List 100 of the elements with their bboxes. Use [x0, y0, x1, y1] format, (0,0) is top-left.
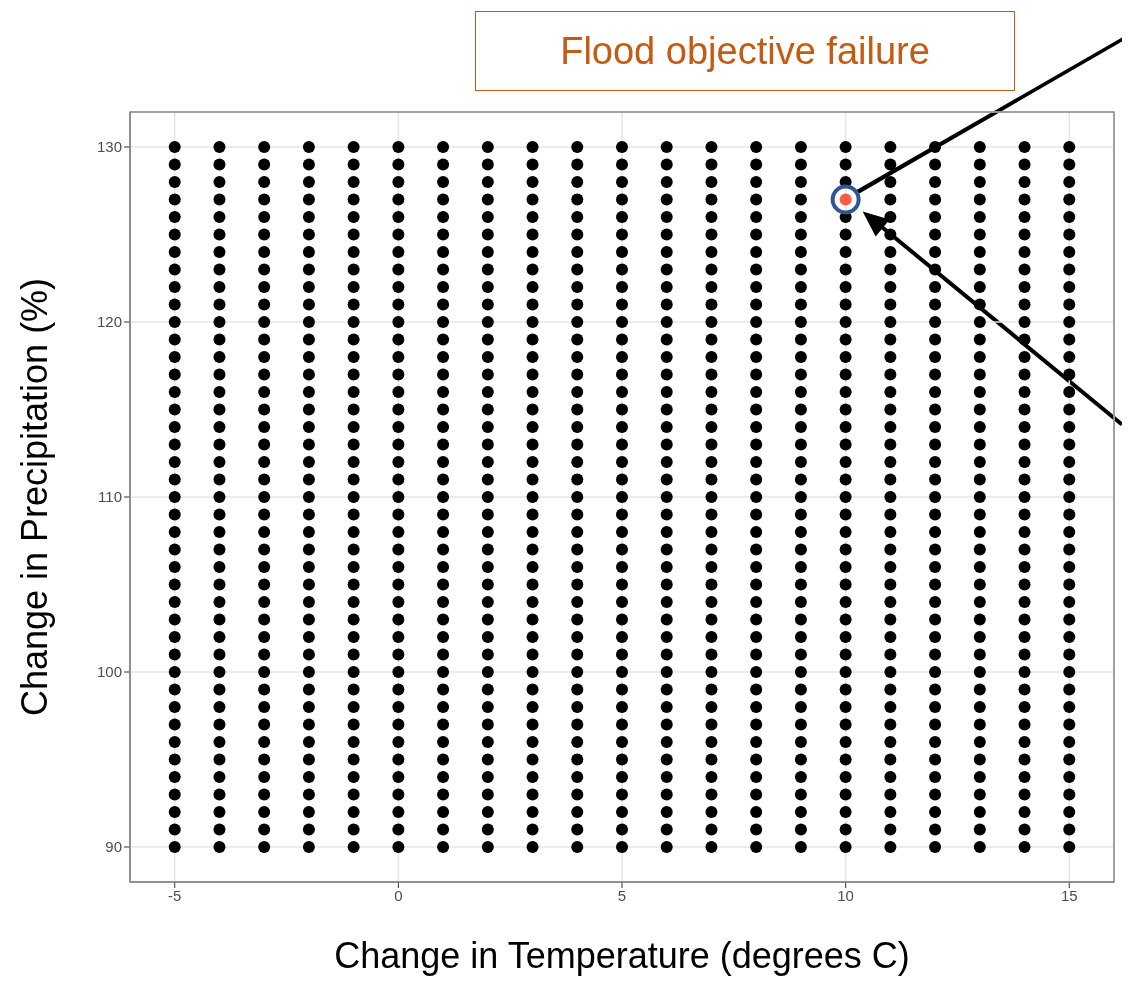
point: [347, 176, 360, 188]
point: [1063, 631, 1076, 643]
point: [526, 788, 539, 801]
point: [168, 561, 181, 573]
point: [660, 158, 673, 171]
point: [794, 246, 807, 258]
point: [168, 578, 181, 591]
point: [839, 806, 852, 818]
point: [571, 368, 584, 381]
point: [750, 701, 763, 713]
point: [347, 771, 360, 783]
point: [526, 333, 539, 346]
point: [481, 263, 494, 276]
point: [258, 193, 271, 206]
point: [884, 176, 897, 188]
point: [884, 683, 897, 696]
point: [437, 351, 450, 363]
point: [437, 526, 450, 538]
point: [750, 526, 763, 538]
point: [481, 683, 494, 696]
point: [1063, 666, 1076, 678]
point: [392, 543, 405, 556]
point: [571, 176, 584, 188]
point: [481, 421, 494, 433]
point: [168, 403, 181, 416]
point: [660, 753, 673, 766]
point: [392, 841, 405, 853]
point: [347, 228, 360, 241]
point: [347, 526, 360, 538]
point: [302, 666, 315, 678]
point: [794, 228, 807, 241]
point: [1063, 771, 1076, 783]
point: [213, 403, 226, 416]
point: [526, 666, 539, 678]
point: [213, 368, 226, 381]
point: [437, 701, 450, 713]
point: [213, 806, 226, 818]
point: [660, 823, 673, 836]
point: [794, 526, 807, 538]
point: [481, 386, 494, 398]
point: [705, 753, 718, 766]
point: [973, 631, 986, 643]
point: [213, 386, 226, 398]
point: [1063, 351, 1076, 363]
point: [481, 228, 494, 241]
point: [660, 613, 673, 626]
point: [973, 368, 986, 381]
point: [794, 211, 807, 223]
point: [258, 736, 271, 748]
point: [302, 351, 315, 363]
point: [258, 806, 271, 818]
point: [973, 771, 986, 783]
point: [213, 176, 226, 188]
point: [884, 788, 897, 801]
point: [168, 718, 181, 731]
point: [884, 263, 897, 276]
point: [973, 263, 986, 276]
point: [526, 613, 539, 626]
point: [929, 561, 942, 573]
point: [884, 228, 897, 241]
point: [526, 228, 539, 241]
point: [973, 386, 986, 398]
point: [258, 246, 271, 258]
point: [660, 438, 673, 451]
point: [794, 753, 807, 766]
point: [302, 211, 315, 223]
point: [1018, 701, 1031, 713]
point: [168, 491, 181, 503]
point: [258, 701, 271, 713]
point: [392, 823, 405, 836]
point: [1063, 683, 1076, 696]
point: [347, 403, 360, 416]
point: [213, 421, 226, 433]
point: [571, 386, 584, 398]
point: [973, 158, 986, 171]
point: [347, 683, 360, 696]
point: [929, 596, 942, 608]
point: [1063, 281, 1076, 293]
point: [213, 841, 226, 853]
point: [1018, 543, 1031, 556]
point: [437, 771, 450, 783]
point: [481, 211, 494, 223]
point: [660, 281, 673, 293]
point: [258, 281, 271, 293]
point: [750, 368, 763, 381]
point: [258, 158, 271, 171]
point: [929, 228, 942, 241]
point: [571, 526, 584, 538]
point: [213, 718, 226, 731]
point: [1018, 841, 1031, 853]
point: [481, 806, 494, 818]
point: [794, 456, 807, 468]
point: [705, 718, 718, 731]
point: [1018, 631, 1031, 643]
point: [616, 613, 628, 626]
point: [750, 228, 763, 241]
point: [481, 176, 494, 188]
point: [437, 543, 450, 556]
point: [616, 193, 628, 206]
point: [884, 806, 897, 818]
